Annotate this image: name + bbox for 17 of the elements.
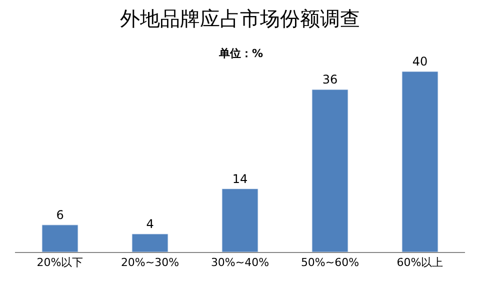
chart-subtitle: 单位：%: [218, 47, 264, 60]
data-label: 14: [232, 172, 248, 186]
x-tick-label: 20%以下: [36, 256, 84, 270]
x-tick-label: 50%~60%: [300, 256, 360, 270]
bar: [402, 71, 438, 252]
chart-title: 外地品牌应占市场份额调查: [120, 6, 360, 30]
bar: [222, 188, 258, 252]
x-tick-label: 60%以上: [396, 256, 444, 270]
bar: [132, 234, 168, 252]
data-label: 40: [412, 54, 428, 68]
x-tick-label: 30%~40%: [210, 256, 270, 270]
x-tick-label: 20%~30%: [120, 256, 180, 270]
data-label: 4: [146, 216, 154, 231]
data-label: 6: [56, 208, 64, 222]
data-label: 36: [322, 72, 338, 87]
bar: [42, 224, 78, 252]
bar: [312, 89, 348, 252]
